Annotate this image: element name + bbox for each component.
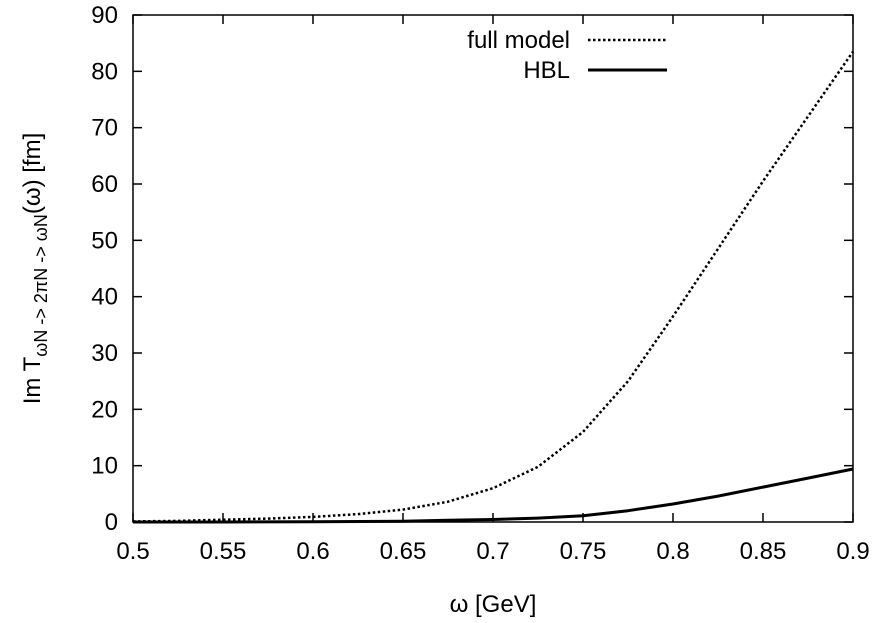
y-tick-label: 10 — [91, 453, 118, 480]
y-tick-label: 70 — [91, 115, 118, 142]
y-tick-label: 80 — [91, 58, 118, 85]
plot-frame — [132, 14, 854, 523]
x-axis-title: ω [GeV] — [450, 591, 537, 618]
y-tick-label: 30 — [91, 340, 118, 367]
legend-label-full-model: full model — [467, 27, 570, 54]
y-tick-label: 60 — [91, 171, 118, 198]
y-tick-label: 20 — [91, 396, 118, 423]
axis-ticks — [132, 14, 854, 523]
series-layer — [132, 50, 855, 524]
y-axis-title: Im TωN -> 2πN -> ωN(ω) [fm] — [19, 133, 51, 405]
y-tick-label: 50 — [91, 227, 118, 254]
series-line-full-model — [132, 50, 855, 523]
y-axis-title-suffix: (ω) [fm] — [19, 133, 46, 214]
x-tick-label: 0.5 — [116, 538, 149, 565]
y-tick-label: 40 — [91, 284, 118, 311]
y-tick-label: 90 — [91, 2, 118, 29]
x-tick-label: 0.55 — [200, 538, 247, 565]
x-tick-label: 0.85 — [740, 538, 787, 565]
legend: full model HBL — [467, 27, 667, 84]
axis-tick-labels: 0.5 0.55 0.6 0.65 0.7 0.75 0.8 0.85 0.9 0 10 20 30 40… — [91, 2, 869, 565]
y-axis-title-subscript: ωN -> 2πN -> ωN — [31, 214, 51, 357]
legend-entry-hbl: HBL — [523, 57, 667, 84]
legend-entry-full-model: full model — [467, 27, 667, 54]
x-tick-label: 0.75 — [560, 538, 607, 565]
x-tick-label: 0.65 — [380, 538, 427, 565]
y-tick-label: 0 — [105, 509, 118, 536]
x-tick-label: 0.7 — [476, 538, 509, 565]
x-tick-label: 0.9 — [836, 538, 869, 565]
y-axis-title-main: Im T — [19, 356, 46, 404]
legend-label-hbl: HBL — [523, 57, 570, 84]
x-tick-label: 0.6 — [296, 538, 329, 565]
x-tick-label: 0.8 — [656, 538, 689, 565]
